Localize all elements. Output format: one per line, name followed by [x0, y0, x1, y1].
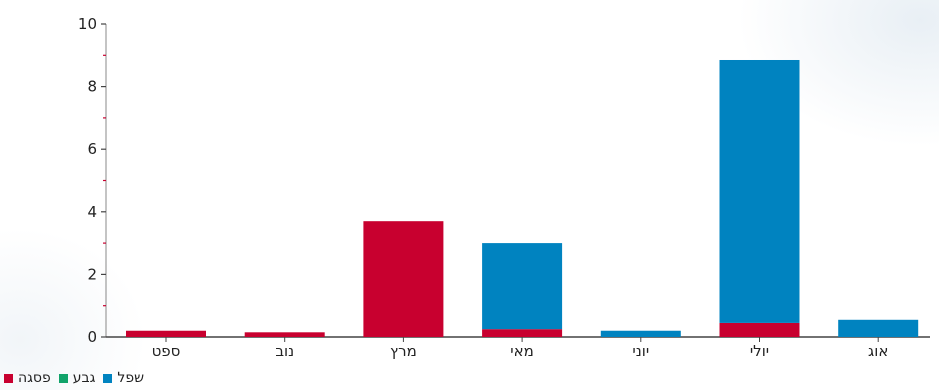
legend-item-mid[interactable]: גבע: [58, 370, 96, 386]
bar-segment: [719, 59, 800, 323]
legend-label-mid: גבע: [72, 370, 96, 386]
x-category-label: נוב: [275, 342, 294, 360]
bar-segment: [482, 243, 563, 330]
y-tick-label: 4: [87, 203, 97, 221]
legend-label-peak: פסגה: [18, 370, 51, 386]
bar-segment: [363, 221, 444, 337]
y-tick-label: 8: [87, 78, 97, 96]
x-category-label: מרץ: [390, 342, 417, 360]
x-category-label: מאי: [510, 342, 534, 360]
legend-swatch-peak: [4, 373, 13, 383]
bar-segment: [838, 319, 919, 337]
bar-segment: [244, 332, 325, 337]
x-category-label: אוג: [868, 342, 888, 360]
x-category-label: יוני: [632, 342, 649, 360]
bar-segment: [719, 322, 800, 337]
axis-labels: 0 2 4 6 8 10 ספט נוב מרץ מאי יוני יולי אוג: [78, 15, 888, 360]
x-category-label: ספט: [152, 342, 181, 360]
legend-swatch-mid: [58, 373, 68, 383]
bars: [126, 59, 919, 337]
y-tick-label: 2: [87, 265, 97, 283]
bar-segment: [600, 330, 681, 337]
bar-segment: [126, 330, 206, 337]
y-tick-label: 0: [87, 328, 97, 346]
y-tick-label: 10: [78, 15, 97, 33]
y-tick-label: 6: [87, 140, 97, 158]
legend-swatch-low: [103, 373, 113, 383]
legend-item-low[interactable]: שפל: [103, 370, 144, 386]
legend: פסגה גבע שפל: [4, 368, 152, 388]
legend-item-peak[interactable]: פסגה: [4, 370, 51, 386]
x-category-label: יולי: [750, 342, 769, 360]
bar-segment: [482, 329, 563, 337]
legend-label-low: שפל: [117, 370, 145, 386]
